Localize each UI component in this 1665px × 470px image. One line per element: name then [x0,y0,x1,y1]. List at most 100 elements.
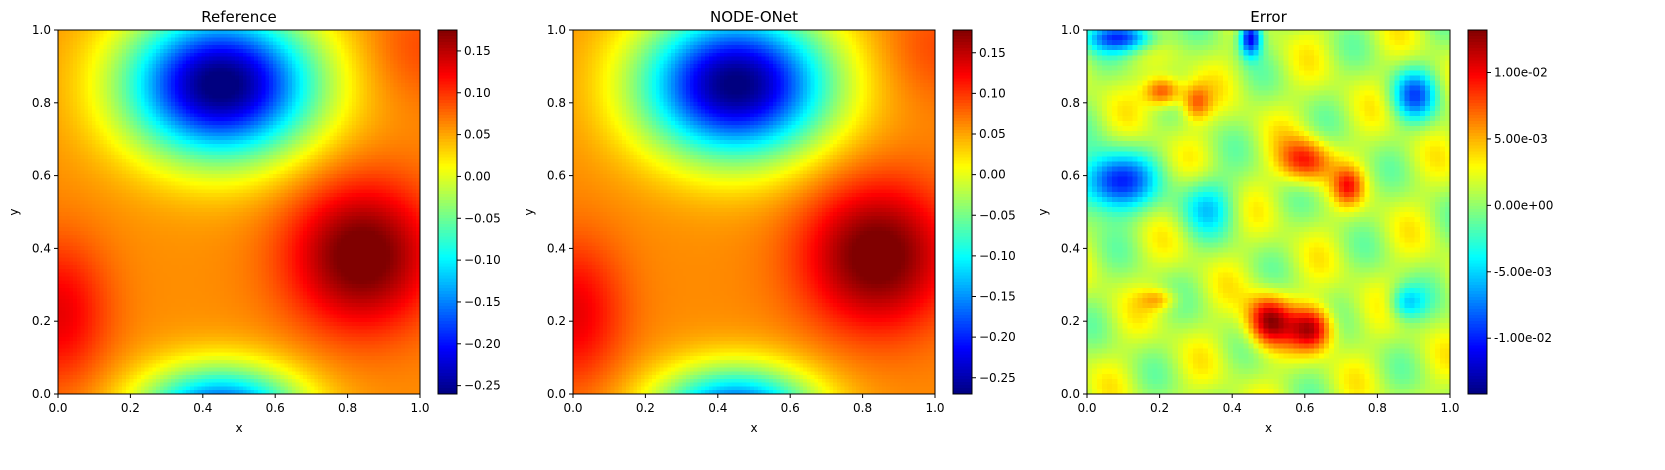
heatmap-cell [333,177,338,183]
heatmap-cell [197,196,202,202]
heatmap-cell [58,166,63,171]
heatmap-cell [137,102,142,107]
heatmap-cell [91,48,97,54]
heatmap-cell [408,75,414,80]
heatmap-cell [99,109,104,115]
heatmap-cell [393,124,398,130]
heatmap-cell [329,117,334,122]
heatmap-cell [295,94,300,99]
heatmap-cell [58,219,63,224]
heatmap-cell [318,162,323,168]
heatmap-cell [212,124,217,130]
heatmap-cell [223,155,229,160]
heatmap-cell [374,37,380,42]
heatmap-cell [163,98,168,103]
heatmap-cell [367,196,372,202]
heatmap-cell [148,117,153,122]
heatmap-cell [246,189,251,194]
heatmap-cell [110,109,116,115]
heatmap-cell [208,132,214,137]
heatmap-cell [378,155,383,160]
heatmap-cell [401,193,406,198]
heatmap-cell [239,139,244,145]
heatmap-cell [148,212,153,217]
heatmap-cell [107,166,112,171]
heatmap-cell [186,196,191,202]
heatmap-cell [186,185,191,190]
heatmap-cell [299,208,304,213]
heatmap-cell [325,113,331,118]
heatmap-cell [125,60,131,65]
heatmap-cell [280,196,285,202]
heatmap-cell [239,132,244,137]
heatmap-cell [103,223,108,228]
heatmap-cell [295,48,300,54]
heatmap-cell [118,196,123,202]
heatmap-cell [261,219,266,224]
heatmap-cell [355,181,361,187]
heatmap-cell [133,64,138,69]
heatmap-cell [261,158,266,164]
heatmap-cell [189,109,195,115]
heatmap-cell [299,48,304,54]
heatmap-cell [276,60,282,65]
heatmap-cell [182,98,187,103]
heatmap-cell [84,174,89,179]
heatmap-cell [223,139,229,145]
heatmap-cell [276,86,282,92]
heatmap-cell [378,189,383,194]
heatmap-cell [404,219,410,224]
heatmap-cell [223,174,229,179]
heatmap-cell [80,79,85,84]
heatmap-cell [265,189,270,194]
heatmap-cell [340,90,346,96]
heatmap-cell [103,151,108,156]
heatmap-cell [374,208,380,213]
heatmap-cell [163,204,168,209]
heatmap-cell [325,132,331,137]
heatmap-cell [208,162,214,168]
heatmap-cell [314,200,319,206]
heatmap-cell [167,113,172,118]
heatmap-cell [329,185,334,190]
heatmap-cell [178,162,184,168]
heatmap-cell [299,177,304,183]
heatmap-cell [272,52,278,58]
heatmap-cell [295,64,300,69]
heatmap-cell [370,132,376,137]
heatmap-cell [246,143,251,149]
heatmap-cell [314,132,319,137]
heatmap-cell [212,90,217,96]
heatmap-cell [303,128,308,133]
heatmap-cell [182,193,187,198]
heatmap-cell [212,86,217,92]
heatmap-cell [318,204,323,209]
heatmap-cell [321,71,327,77]
heatmap-cell [291,56,297,61]
heatmap-cell [401,139,406,145]
heatmap-cell [416,98,421,103]
heatmap-cell [265,52,270,58]
heatmap-cell [329,79,334,84]
heatmap-cell [254,143,259,149]
heatmap-cell [65,41,70,46]
heatmap-cell [344,60,349,65]
heatmap-cell [329,83,334,88]
heatmap-cell [163,71,168,77]
heatmap-cell [257,212,263,217]
heatmap-cell [363,132,368,137]
heatmap-cell [352,45,357,50]
heatmap-cell [91,132,97,137]
heatmap-cell [144,105,150,111]
heatmap-cell [344,132,349,137]
heatmap-cell [133,52,138,58]
heatmap-cell [152,48,157,54]
heatmap-cell [137,219,142,224]
heatmap-cell [58,86,63,92]
heatmap-cell [257,71,263,77]
heatmap-cell [156,121,161,126]
heatmap-cell [80,105,85,111]
heatmap-cell [189,162,195,168]
heatmap-cell [269,124,274,130]
heatmap-cell [382,170,387,175]
